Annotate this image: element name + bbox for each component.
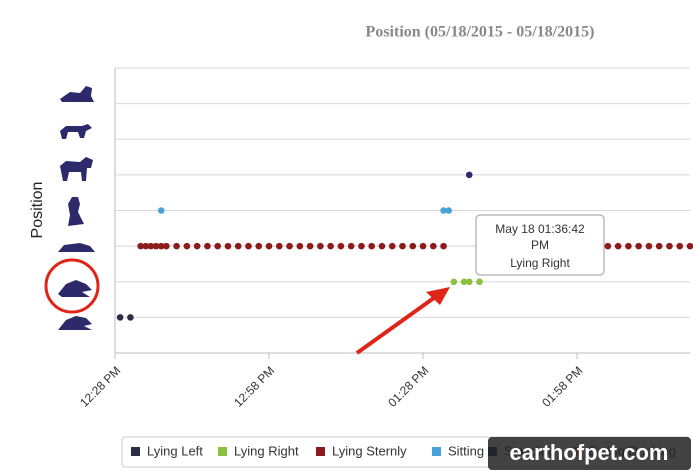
tooltip-line: Lying Right — [510, 256, 570, 270]
point — [399, 242, 406, 250]
point — [614, 242, 622, 250]
y-axis-label: Position — [29, 182, 46, 239]
point — [655, 242, 663, 250]
point — [666, 242, 673, 250]
point — [255, 242, 263, 250]
legend-swatch — [131, 447, 140, 456]
point — [337, 242, 345, 250]
point — [234, 242, 242, 250]
point — [476, 278, 483, 286]
point — [460, 278, 468, 286]
point — [224, 242, 232, 250]
point — [147, 242, 155, 250]
tooltip-line: PM — [531, 238, 549, 252]
point — [625, 242, 632, 250]
point — [157, 242, 165, 250]
point — [214, 242, 221, 250]
legend-swatch — [432, 447, 441, 456]
point — [419, 242, 427, 250]
point — [137, 242, 144, 250]
point — [440, 207, 447, 214]
point — [152, 242, 160, 250]
point — [645, 242, 653, 250]
point — [604, 242, 612, 250]
point — [430, 242, 437, 250]
point — [183, 242, 191, 250]
x-tick-label: 01:28 PM — [385, 363, 431, 409]
point — [157, 207, 165, 214]
point — [173, 242, 180, 250]
legend-label: Lying Left — [147, 443, 203, 458]
legend-label: Sitting — [448, 443, 484, 458]
point — [635, 242, 642, 250]
point — [445, 207, 453, 214]
point — [450, 278, 458, 286]
point — [358, 242, 365, 250]
point — [378, 242, 386, 250]
point — [306, 242, 314, 250]
point — [388, 242, 396, 250]
arrow-head — [426, 287, 450, 305]
point — [275, 242, 283, 250]
point — [193, 242, 201, 250]
x-tick-label: 12:28 PM — [77, 363, 123, 409]
point — [163, 242, 170, 250]
position-icons — [58, 86, 95, 330]
point — [465, 171, 473, 179]
tooltip-box — [475, 214, 605, 276]
point — [142, 242, 150, 250]
legend-label: Lying Sternly — [332, 443, 407, 458]
legend-label: Lying Right — [234, 443, 299, 458]
chart-title: Position (05/18/2015 - 05/18/2015) — [366, 24, 595, 41]
x-tick-label: 12:58 PM — [231, 363, 277, 409]
point — [204, 242, 211, 250]
tooltip-line: May 18 01:36:42 — [495, 222, 585, 236]
point — [347, 242, 355, 250]
watermark: earthofpet.com — [510, 440, 669, 465]
point — [327, 242, 334, 250]
watermark-bg — [488, 437, 691, 470]
point — [116, 314, 124, 321]
point — [686, 242, 693, 250]
arrow — [355, 293, 440, 355]
x-tick-label: 01:58 PM — [539, 363, 585, 409]
tooltip: May 18 01:36:42 PM Lying Right — [475, 214, 605, 276]
point — [265, 242, 273, 250]
point — [317, 242, 324, 250]
legend-swatch — [316, 447, 325, 456]
highlight-circle — [44, 258, 100, 314]
legend-swatch — [218, 447, 227, 456]
point — [127, 314, 134, 321]
point — [440, 242, 447, 250]
point — [676, 242, 684, 250]
point — [296, 242, 304, 250]
point — [245, 242, 252, 250]
point — [368, 242, 375, 250]
point — [409, 242, 417, 250]
point — [286, 242, 293, 250]
point — [465, 278, 473, 286]
